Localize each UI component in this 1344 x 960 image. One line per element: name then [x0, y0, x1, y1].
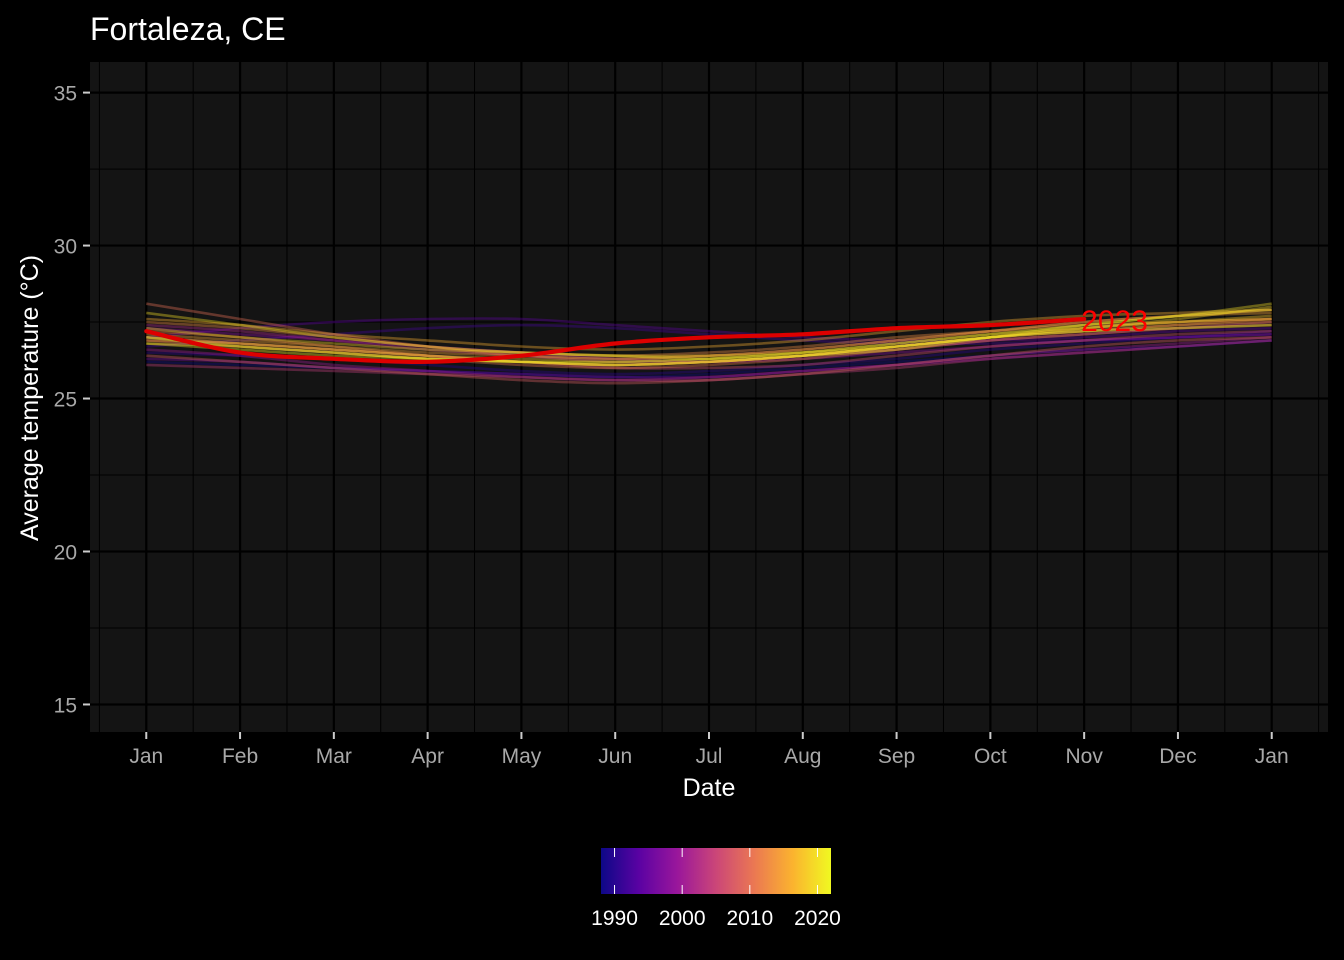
series-line-2011	[146, 323, 1272, 370]
series-line-2004	[146, 339, 1272, 383]
x-tick-label: Nov	[1065, 745, 1103, 768]
x-tick-label: Feb	[222, 745, 258, 768]
x-tick-label: Jan	[1255, 745, 1289, 768]
highlight-series: 2023	[144, 305, 1148, 364]
x-tick-label: Jul	[696, 745, 723, 768]
series-line-2022	[146, 323, 1272, 367]
highlight-line	[144, 316, 1087, 364]
y-tick-label: 15	[54, 694, 77, 717]
legend-tick-label: 2000	[659, 907, 706, 930]
y-tick-label: 25	[54, 389, 77, 412]
color-bar	[601, 848, 831, 894]
series-line-1996	[146, 339, 1272, 379]
series-line-2010	[146, 302, 1272, 361]
series-line-1998	[146, 326, 1272, 364]
series-line-2016	[146, 308, 1272, 351]
series-line-2008	[146, 336, 1272, 385]
series-line-1994	[146, 317, 1272, 343]
y-tick-label: 35	[54, 83, 77, 106]
series-line-2021	[146, 308, 1272, 364]
color-legend: 1990 2000 2010 2020	[591, 848, 841, 930]
legend-tick-label: 2020	[794, 907, 841, 930]
series-line-1992	[146, 323, 1272, 348]
highlight-label: 2023	[1081, 305, 1148, 338]
series-line-2002	[146, 320, 1272, 364]
x-tick-label: Aug	[784, 745, 821, 768]
x-axis-label: Date	[683, 774, 736, 802]
y-tick-label: 20	[54, 541, 77, 564]
axes: 15 20 25 30 35 Jan Feb Mar Apr May Jun Jul Aug Sep Oct…	[54, 83, 1289, 768]
series-line-1988	[146, 339, 1272, 379]
y-axis-label: Average temperature (°C)	[16, 255, 44, 541]
series-line-2006	[146, 329, 1272, 370]
legend-tick-label: 2010	[726, 907, 773, 930]
x-tick-label: Sep	[878, 745, 915, 768]
series-line-2017	[146, 317, 1272, 367]
series-line-2012	[146, 317, 1272, 367]
series-line-2020	[146, 302, 1272, 361]
x-tick-label: Jan	[129, 745, 163, 768]
x-tick-label: Apr	[411, 745, 444, 768]
series-line-2000	[146, 336, 1272, 382]
x-tick-label: Oct	[974, 745, 1007, 768]
year-series	[146, 302, 1272, 385]
series-line-2013	[146, 317, 1272, 358]
series-line-2014	[146, 320, 1272, 367]
x-tick-label: Mar	[316, 745, 352, 768]
series-line-2015	[146, 311, 1272, 361]
x-tick-label: Dec	[1159, 745, 1196, 768]
x-tick-label: May	[502, 745, 542, 768]
series-line-2019	[146, 305, 1272, 358]
x-tick-label: Jun	[598, 745, 632, 768]
series-line-2018	[146, 314, 1272, 364]
legend-tick-label: 1990	[591, 907, 638, 930]
chart-title: Fortaleza, CE	[90, 11, 286, 47]
y-tick-label: 30	[54, 236, 77, 259]
grid-lines	[90, 62, 1328, 732]
